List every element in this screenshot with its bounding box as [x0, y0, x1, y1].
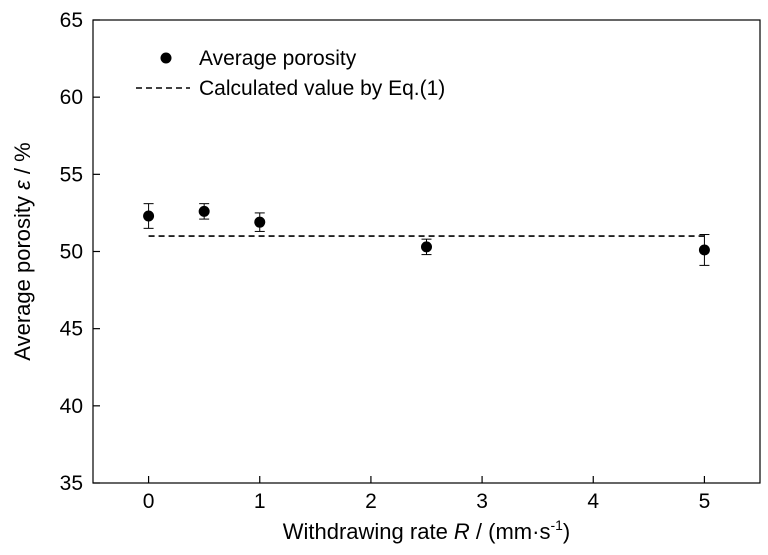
y-tick-label: 60: [60, 86, 83, 109]
data-point: [421, 241, 432, 253]
x-tick-label: 4: [587, 490, 599, 513]
y-tick-label: 50: [60, 241, 83, 264]
y-axis-label: Average porosity ε / %: [10, 142, 35, 360]
x-tick-label: 0: [143, 490, 155, 513]
y-axis-ticks: 35 40 45 50 55 60 65: [60, 9, 100, 495]
x-tick-label: 1: [254, 490, 266, 513]
legend: Average porosity Calculated value by Eq.(…: [136, 47, 445, 100]
y-tick-label: 40: [60, 395, 83, 418]
data-point: [198, 205, 210, 217]
data-point: [143, 210, 155, 222]
legend-marker-average-porosity: [160, 52, 172, 64]
data-point: [254, 216, 266, 228]
y-tick-label: 55: [60, 163, 83, 186]
x-axis-label: Withdrawing rate R / (mm·s-1): [283, 517, 571, 544]
x-axis-ticks: 0 1 2 3 4 5: [143, 476, 711, 513]
legend-label-average-porosity: Average porosity: [199, 47, 357, 70]
x-tick-label: 3: [476, 490, 488, 513]
series-layer: [143, 203, 710, 266]
y-tick-label: 45: [60, 318, 83, 341]
data-point: [698, 244, 710, 256]
x-tick-label: 5: [699, 490, 711, 513]
legend-label-calculated-value: Calculated value by Eq.(1): [199, 77, 445, 100]
y-tick-label: 65: [60, 9, 83, 32]
x-tick-label: 2: [365, 490, 377, 513]
y-tick-label: 35: [60, 472, 83, 495]
